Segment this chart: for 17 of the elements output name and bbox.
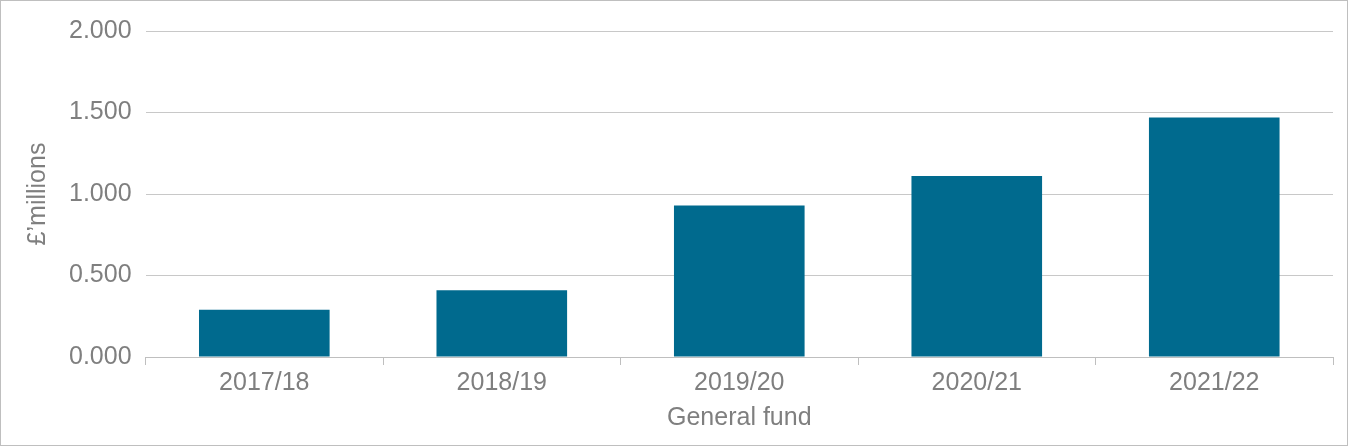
x-tick-label: 2020/21 — [931, 366, 1022, 395]
x-tick-label: 2017/18 — [219, 366, 310, 395]
y-tick-label: 0.000 — [69, 340, 132, 369]
y-tick-label: 0.500 — [69, 259, 132, 288]
x-tick-label: 2018/19 — [456, 366, 547, 395]
y-tick-label: 1.000 — [69, 177, 132, 206]
y-tick-label: 1.500 — [69, 96, 132, 125]
bar — [436, 290, 568, 357]
y-tick-label: 2.000 — [69, 14, 132, 43]
bar — [1148, 117, 1280, 357]
x-axis-title: General fund — [667, 401, 812, 430]
bar — [199, 309, 330, 357]
x-tick-label: 2021/22 — [1169, 366, 1260, 395]
x-tick-label: 2019/20 — [694, 366, 785, 395]
bar — [911, 176, 1043, 357]
y-axis-title: £’millions — [21, 142, 50, 246]
bar — [673, 205, 805, 357]
